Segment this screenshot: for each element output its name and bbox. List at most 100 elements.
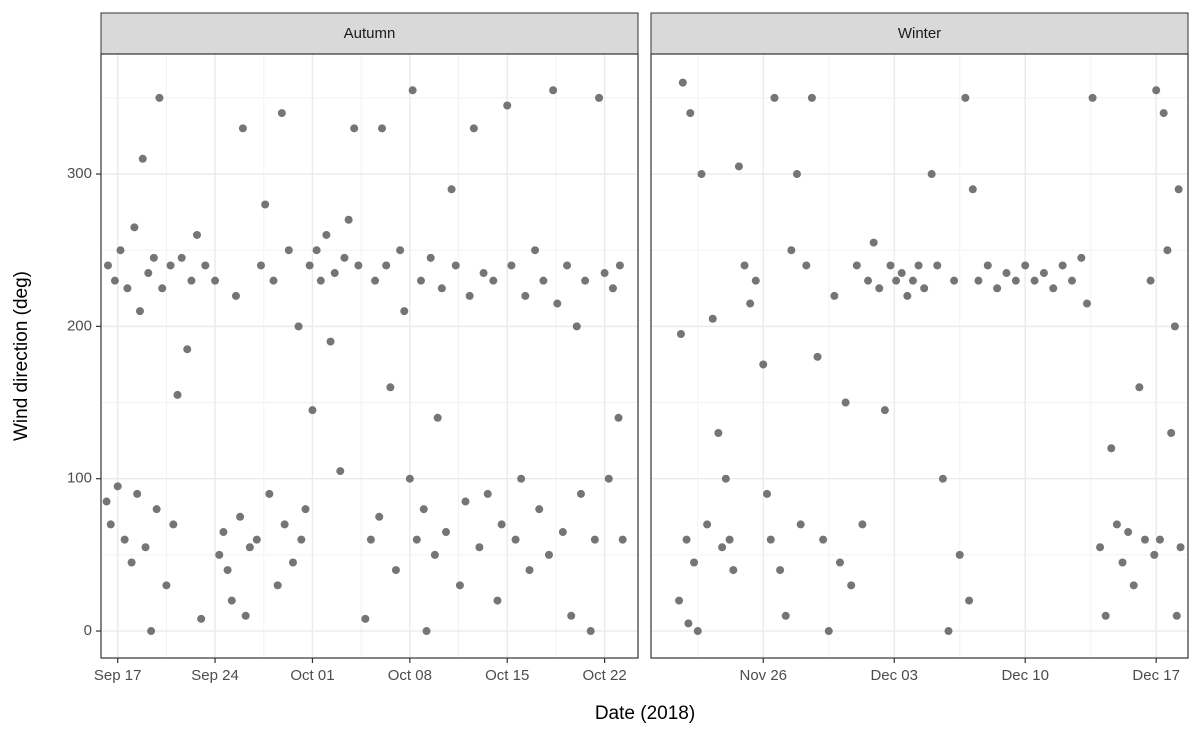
point [1082, 299, 1091, 308]
point [419, 505, 428, 514]
point [1039, 269, 1048, 278]
point [371, 276, 380, 285]
point [192, 230, 201, 239]
point [847, 581, 856, 590]
point [974, 276, 983, 285]
y-axis-title: Wind direction (deg) [11, 271, 32, 441]
point [408, 86, 417, 95]
point [265, 489, 274, 498]
x-tick-label: Oct 22 [583, 667, 627, 684]
y-tick-label: 300 [67, 165, 92, 182]
point [703, 520, 712, 529]
point [396, 246, 405, 255]
point [433, 413, 442, 422]
point [549, 86, 558, 95]
point [608, 284, 617, 293]
point [944, 627, 953, 636]
point [103, 261, 112, 270]
point [781, 611, 790, 620]
point [955, 550, 964, 559]
point [521, 291, 530, 300]
point [400, 307, 409, 316]
point [1129, 581, 1138, 590]
x-tick-label: Dec 17 [1132, 667, 1180, 684]
point [269, 276, 278, 285]
x-tick-label: Dec 10 [1001, 667, 1049, 684]
point [1096, 543, 1105, 552]
point [231, 291, 240, 300]
point [908, 276, 917, 285]
point [273, 581, 282, 590]
point [1101, 611, 1110, 620]
x-tick-label: Oct 08 [388, 667, 432, 684]
point [375, 512, 384, 521]
point [236, 512, 245, 521]
point [326, 337, 335, 346]
point [1167, 429, 1176, 438]
point [322, 230, 331, 239]
point [201, 261, 210, 270]
point [223, 566, 232, 575]
point [155, 93, 164, 102]
x-tick-label: Dec 03 [870, 667, 918, 684]
point [183, 345, 192, 354]
point [875, 284, 884, 293]
point [503, 101, 512, 110]
point [166, 261, 175, 270]
point [361, 614, 370, 623]
facet-title: Autumn [344, 25, 396, 42]
point [113, 482, 122, 491]
point [447, 185, 456, 194]
y-tick-label: 200 [67, 317, 92, 334]
point [864, 276, 873, 285]
point [106, 520, 115, 529]
strip [100, 12, 639, 55]
point [531, 246, 540, 255]
point [558, 528, 567, 537]
point [102, 497, 111, 506]
point [614, 413, 623, 422]
point [690, 558, 699, 567]
point [256, 261, 265, 270]
point [983, 261, 992, 270]
x-tick-label: Sep 17 [94, 667, 142, 684]
point [483, 489, 492, 498]
point [776, 566, 785, 575]
point [721, 474, 730, 483]
point [455, 581, 464, 590]
point [615, 261, 624, 270]
point [461, 497, 470, 506]
point [479, 269, 488, 278]
point [675, 596, 684, 605]
point [177, 253, 186, 262]
point [824, 627, 833, 636]
point [133, 489, 142, 498]
point [1146, 276, 1155, 285]
point [1118, 558, 1127, 567]
point [120, 535, 129, 544]
point [813, 352, 822, 361]
point [412, 535, 421, 544]
point [572, 322, 581, 331]
point [1088, 93, 1097, 102]
point [416, 276, 425, 285]
point [600, 269, 609, 278]
x-tick-label: Oct 01 [290, 667, 334, 684]
point [152, 505, 161, 514]
point [792, 170, 801, 179]
point [1155, 535, 1164, 544]
point [144, 269, 153, 278]
point [316, 276, 325, 285]
point [173, 390, 182, 399]
point [869, 238, 878, 247]
point [1011, 276, 1020, 285]
point [567, 611, 576, 620]
point [130, 223, 139, 232]
point [729, 566, 738, 575]
point [734, 162, 743, 171]
point [759, 360, 768, 369]
point [391, 566, 400, 575]
point [252, 535, 261, 544]
point [766, 535, 775, 544]
